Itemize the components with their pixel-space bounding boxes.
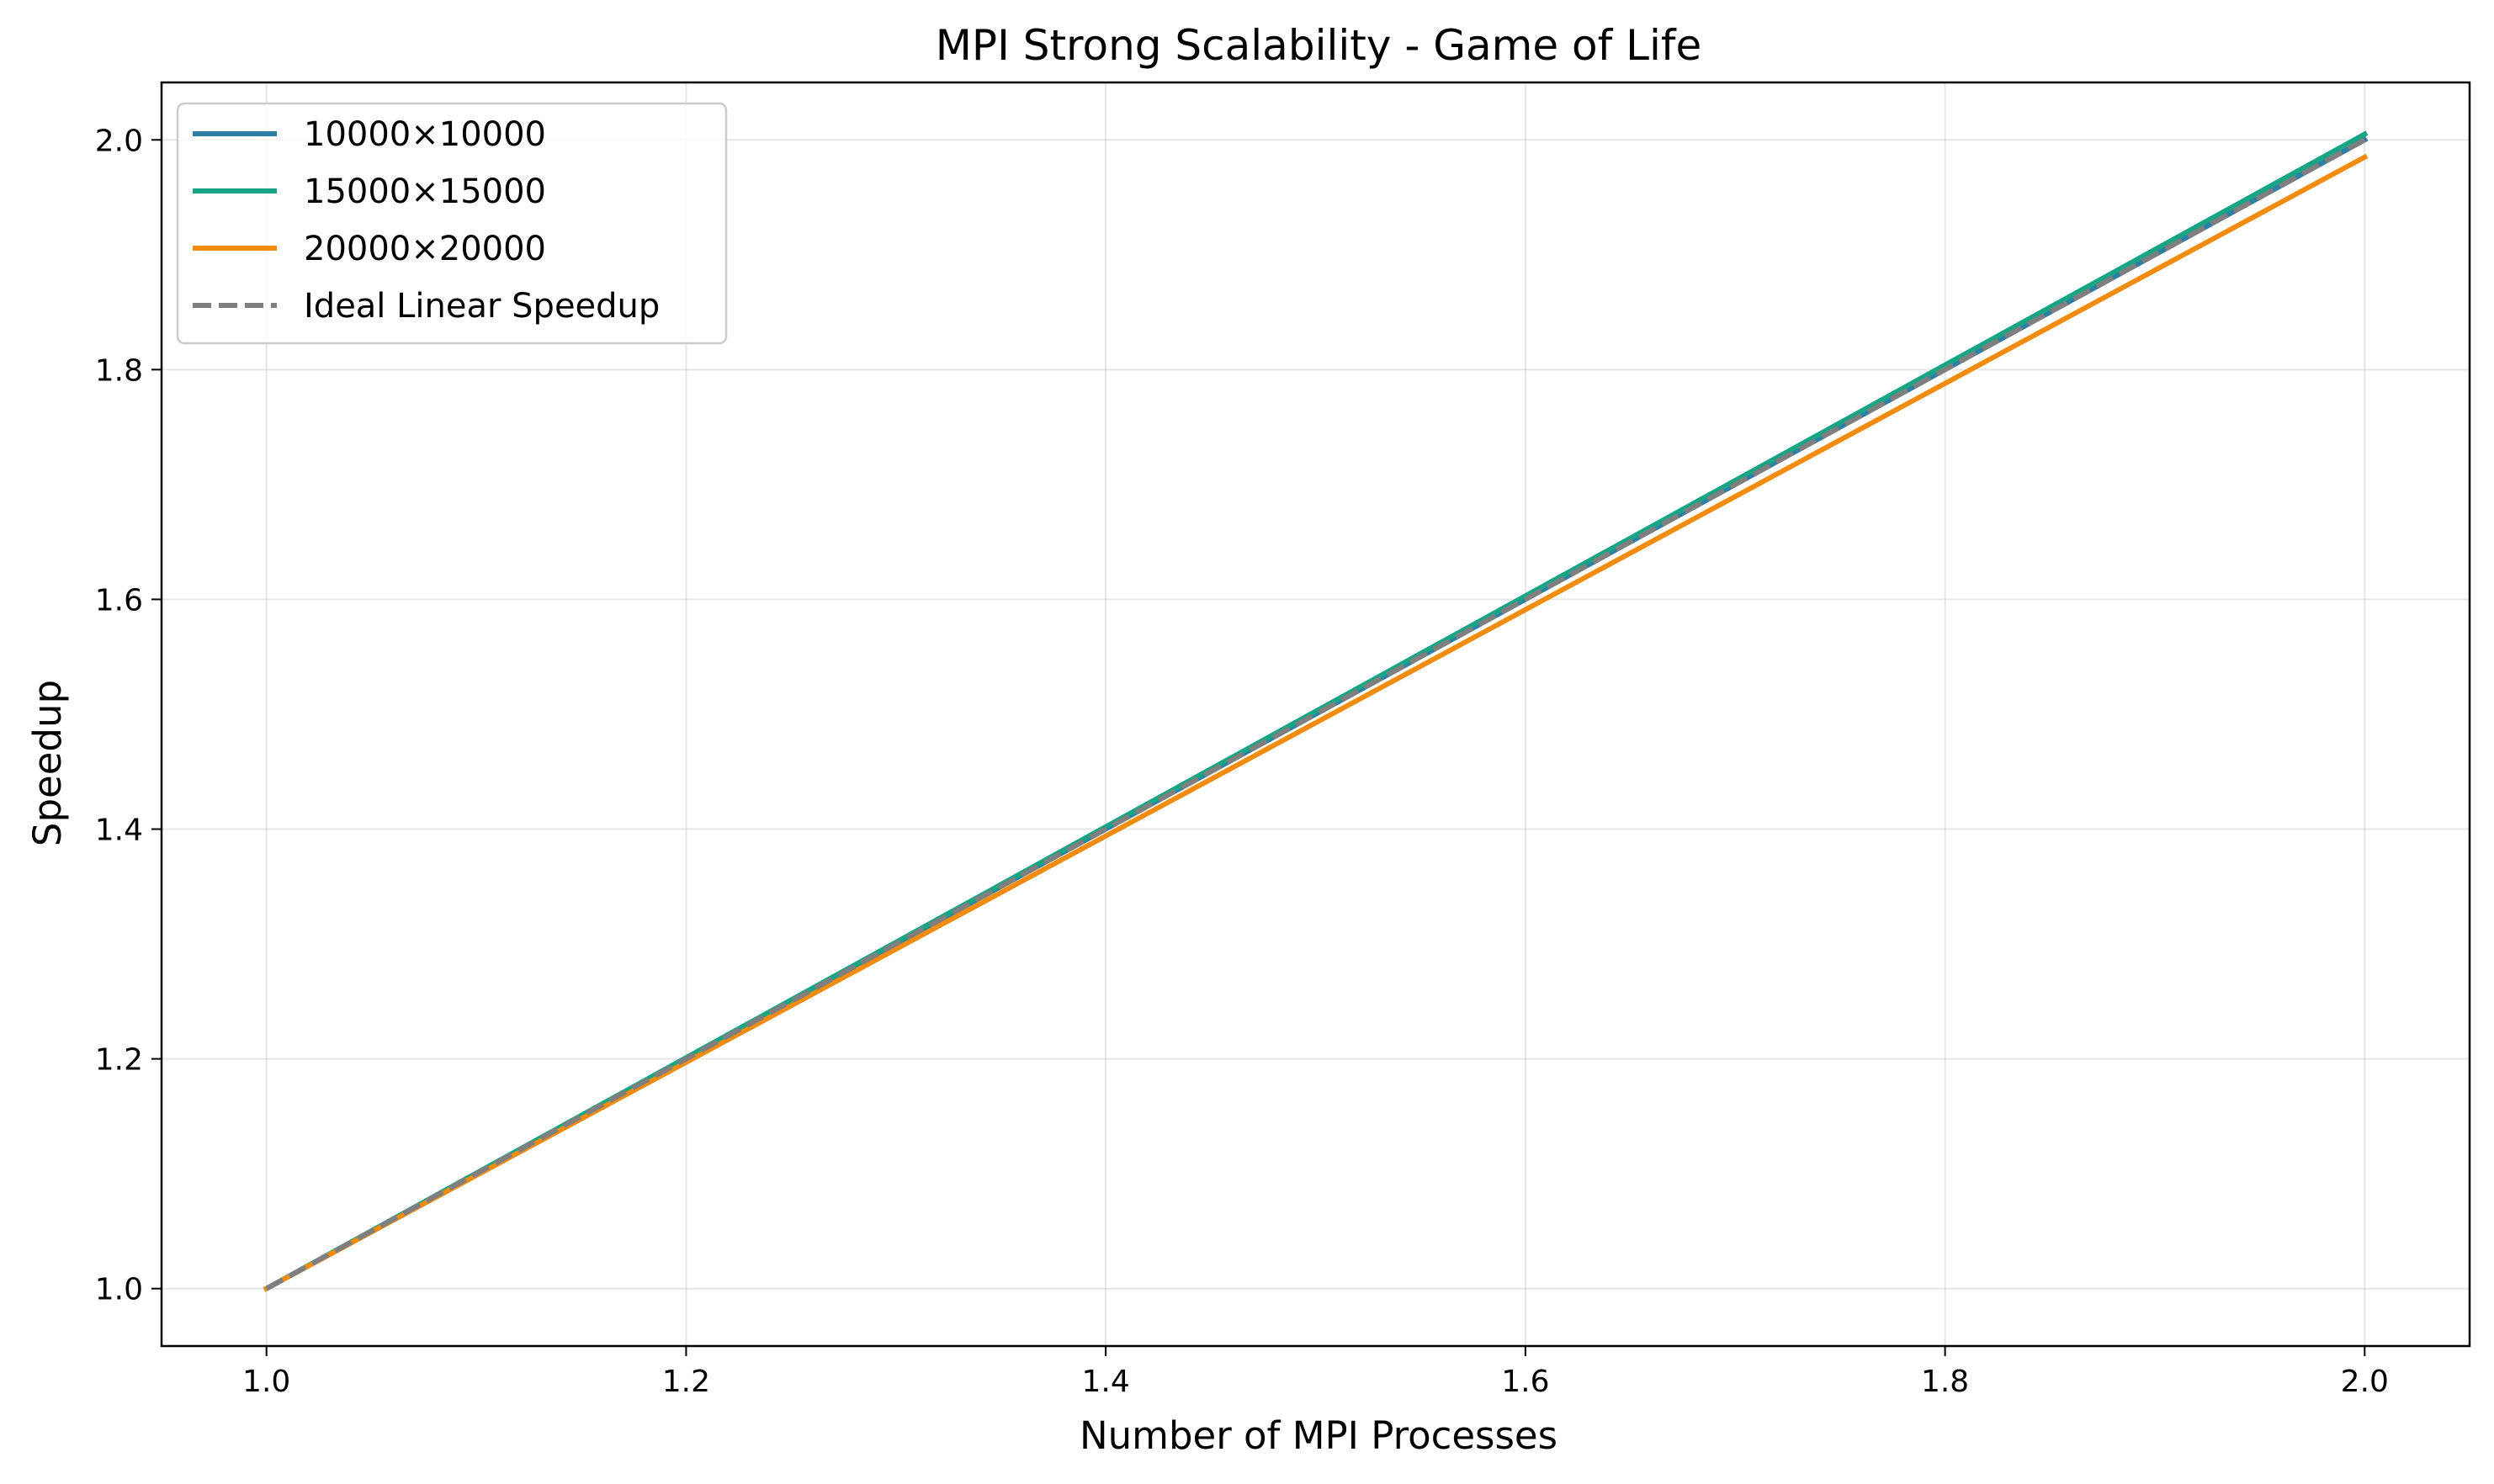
series-line-4 [265,137,2366,1291]
axis-ticks: 1.0 1.2 1.4 1.6 1.8 2.0 1.0 1.2 1.4 1.6 1.8 2.0 [95,124,2389,1399]
y-tick-label: 1.2 [95,1043,143,1078]
x-axis-label: Number of MPI Processes [1080,1413,1557,1458]
x-tick-label: 1.0 [242,1365,290,1399]
legend-label-2: 15000×15000 [304,172,546,211]
series-lines [263,130,2369,1292]
y-tick-label: 2.0 [95,124,143,158]
chart-title: MPI Strong Scalability - Game of Life [936,21,1701,70]
y-tick-label: 1.4 [95,814,143,848]
x-tick-label: 1.8 [1921,1365,1969,1399]
legend-label-3: 20000×20000 [304,230,546,268]
legend-label-4: Ideal Linear Speedup [304,287,660,326]
y-tick-label: 1.8 [95,353,143,388]
legend-box [176,102,728,345]
y-tick-label: 1.6 [95,583,143,617]
plot-frame [160,81,2471,1348]
legend: 10000×10000 15000×15000 20000×20000 Ideal L… [176,102,728,345]
x-tick-label: 1.4 [1082,1365,1130,1399]
x-tick-label: 1.2 [662,1365,710,1399]
x-tick-label: 1.6 [1501,1365,1549,1399]
grid [162,82,2470,1346]
y-axis-label: Speedup [25,680,70,846]
y-tick-label: 1.0 [95,1273,143,1307]
legend-label-1: 10000×10000 [304,115,546,154]
x-tick-label: 2.0 [2341,1365,2389,1399]
